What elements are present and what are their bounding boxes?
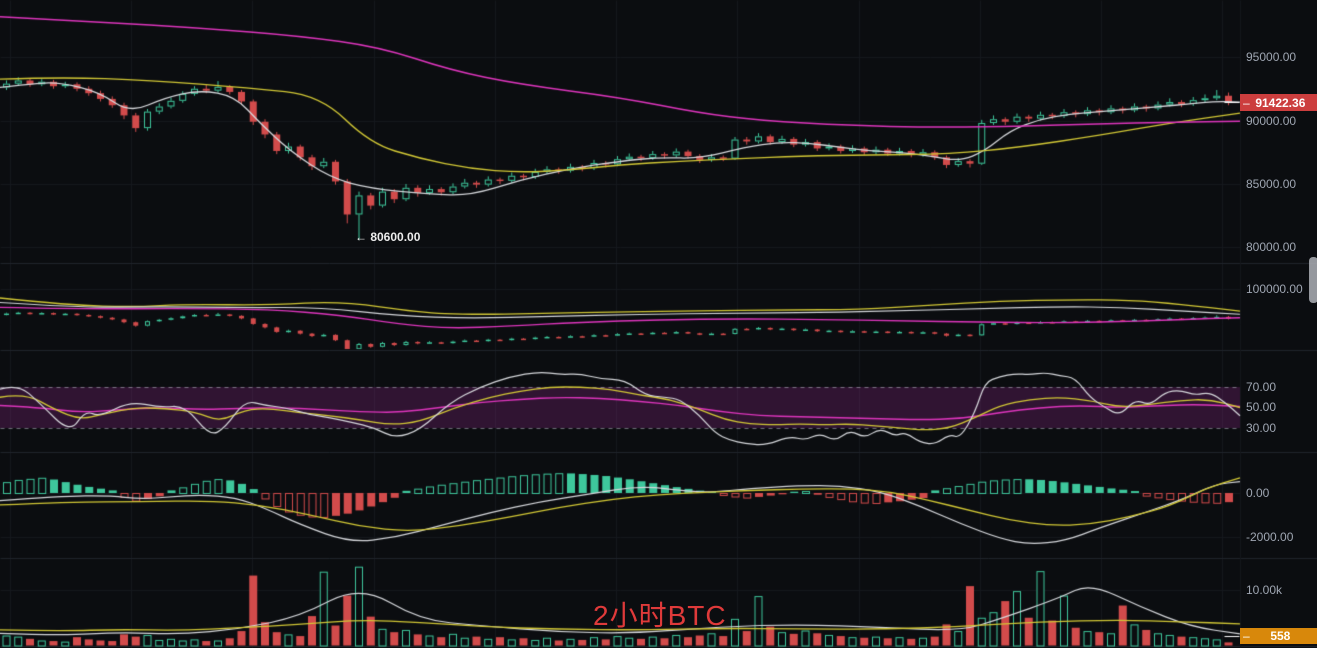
last-volume-badge: – 558: [1240, 628, 1317, 644]
axis-label: 90000.00: [1246, 114, 1297, 128]
axis-label: 30.00: [1246, 421, 1277, 435]
axis-label: 95000.00: [1246, 50, 1297, 64]
price-marker-dash: –: [1243, 95, 1250, 110]
last-price-badge: – 91422.36: [1240, 94, 1317, 111]
volume-marker-dash: –: [1243, 629, 1250, 643]
axis-label: 10.00k: [1246, 583, 1283, 597]
axis-label: 80000.00: [1246, 240, 1297, 254]
axis-label: 85000.00: [1246, 177, 1297, 191]
axis-label: 100000.00: [1246, 282, 1303, 296]
last-price-value: 91422.36: [1255, 95, 1306, 110]
last-volume-value: 558: [1270, 629, 1291, 643]
symbol-watermark: 2小时BTC: [593, 600, 727, 631]
axis-label: 70.00: [1246, 380, 1277, 394]
axis-label: 0.00: [1246, 486, 1270, 500]
low-price-annotation: ← 80600.00: [355, 230, 421, 244]
axis-label: -2000.00: [1246, 530, 1294, 544]
axis-label: 50.00: [1246, 400, 1277, 414]
scrollbar-thumb[interactable]: [1309, 257, 1317, 303]
